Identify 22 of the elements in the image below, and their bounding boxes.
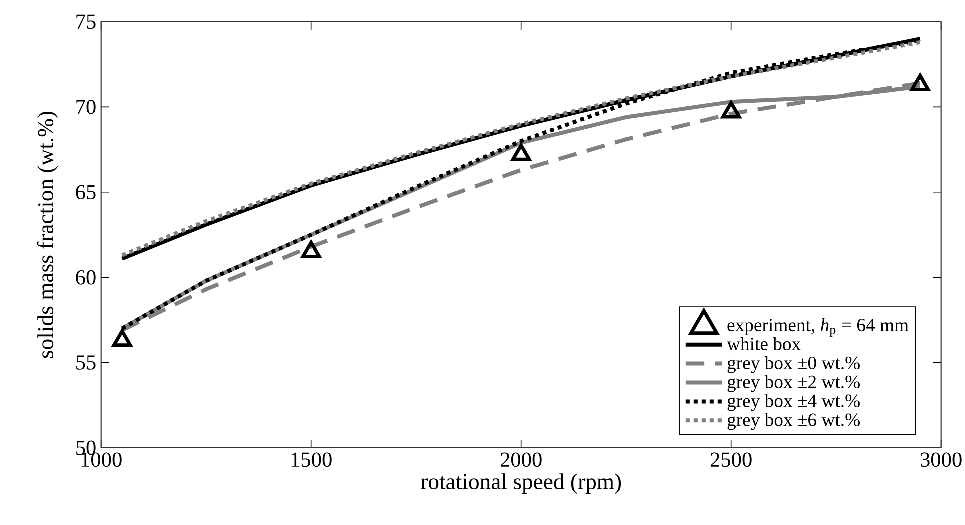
legend-label: grey box ±0 wt.% [728, 356, 860, 374]
y-tick-label: 55 [76, 356, 96, 370]
legend-label: experiment, h$_{p}$ = 64 mm [728, 318, 909, 338]
x-axis-title: rotational speed (rpm) [421, 474, 622, 494]
x-tick-label: 2500 [710, 452, 752, 468]
x-tick-label: 1500 [292, 452, 332, 468]
point [722, 101, 742, 119]
legend-label: grey box ±2 wt.% [728, 375, 860, 392]
y-tick-label: 70 [76, 100, 96, 114]
point [512, 144, 532, 162]
y-tick-label: 75 [76, 14, 96, 30]
x-tick-label: 2000 [500, 452, 542, 468]
legend-label: white box [727, 337, 801, 351]
x-tick-label: 3000 [921, 452, 962, 468]
y-tick-label: 60 [76, 270, 96, 285]
point [112, 330, 132, 348]
point [302, 240, 322, 258]
legend-label: grey box ±6 wt.% [728, 413, 860, 430]
y-axis-title: solids mass fraction (wt.%) [37, 112, 58, 358]
legend-label: grey box ±4 wt.% [728, 394, 860, 412]
point [910, 74, 930, 92]
y-tick-label: 65 [76, 185, 96, 200]
